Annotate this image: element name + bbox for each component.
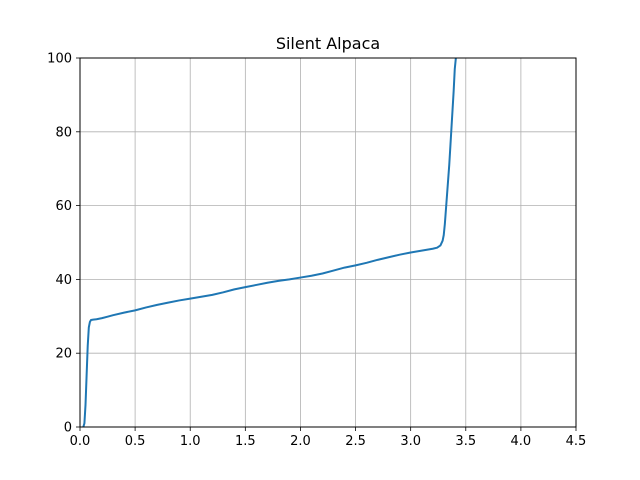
x-tick-label: 3.5 — [455, 434, 476, 449]
x-tick-label: 4.0 — [511, 434, 532, 449]
chart-title: Silent Alpaca — [276, 34, 380, 53]
x-tick-label: 1.0 — [180, 434, 201, 449]
axes-frame — [79, 57, 577, 428]
y-tick-label: 100 — [47, 52, 72, 67]
y-tick-label: 0 — [64, 421, 72, 436]
series-line — [82, 58, 457, 427]
y-tick-label: 80 — [55, 125, 72, 140]
y-tick-label: 60 — [55, 199, 72, 214]
y-axis: 0 20 40 60 80 100 — [47, 52, 80, 436]
x-tick-label: 0.0 — [70, 434, 91, 449]
y-tick-label: 20 — [55, 347, 72, 362]
series-layer — [82, 58, 457, 427]
x-axis: 0.0 0.5 1.0 1.5 2.0 2.5 3.0 3.5 4.0 4.5 — [70, 427, 587, 449]
x-tick-label: 4.5 — [566, 434, 587, 449]
x-tick-label: 1.5 — [235, 434, 256, 449]
x-tick-label: 2.5 — [345, 434, 366, 449]
y-tick-label: 40 — [55, 273, 72, 288]
x-tick-label: 3.0 — [400, 434, 421, 449]
x-tick-label: 0.5 — [125, 434, 146, 449]
x-tick-label: 2.0 — [290, 434, 311, 449]
